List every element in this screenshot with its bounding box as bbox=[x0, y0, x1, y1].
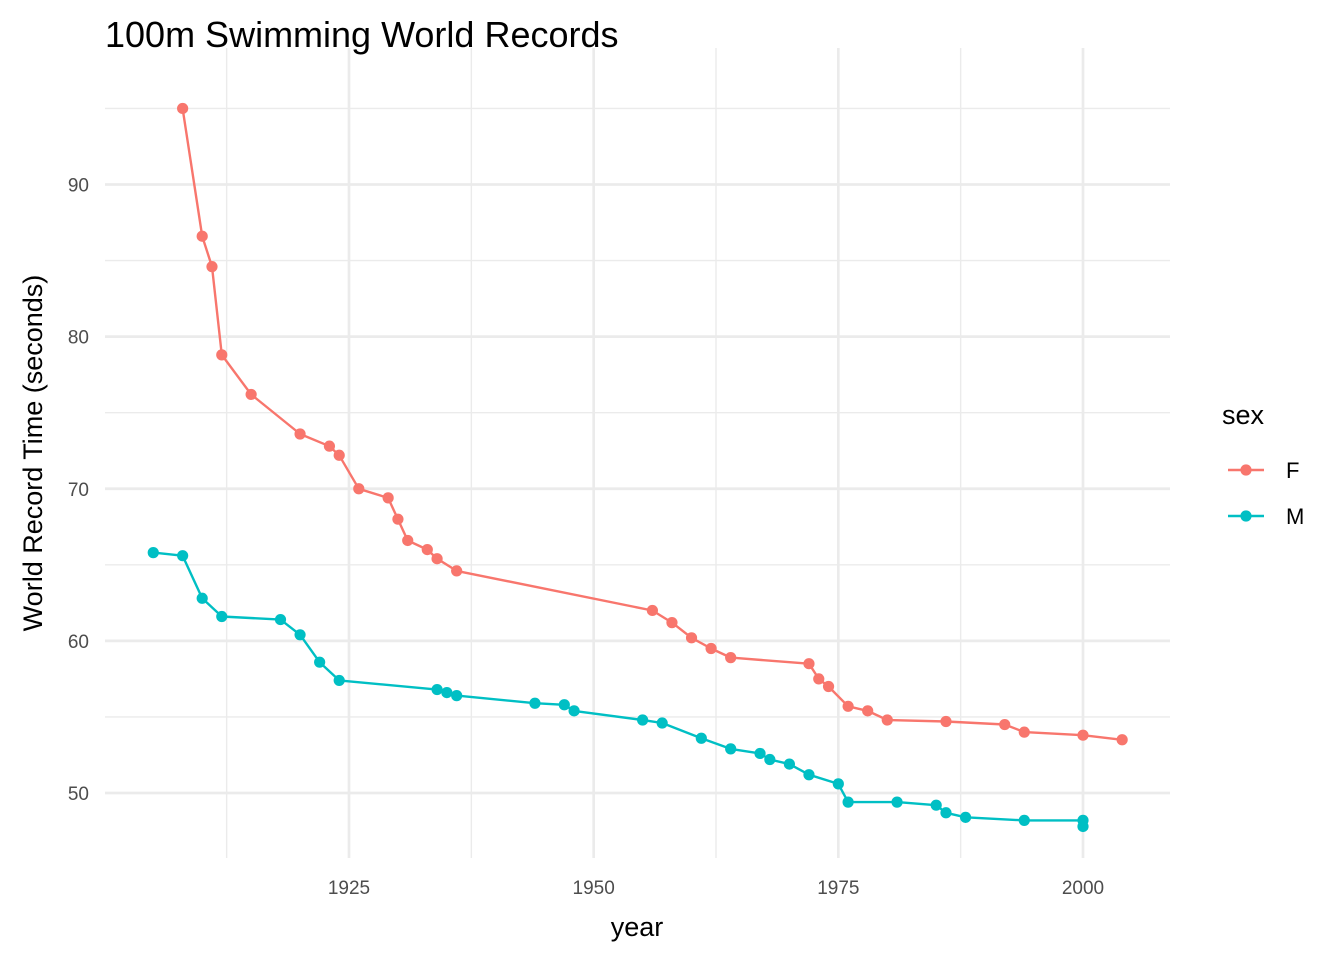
data-point-M bbox=[656, 717, 668, 729]
legend: sex FM bbox=[1222, 400, 1304, 529]
data-point-F bbox=[392, 513, 404, 525]
data-point-F bbox=[431, 553, 443, 565]
data-point-M bbox=[177, 550, 189, 562]
data-point-F bbox=[1018, 726, 1030, 738]
data-point-F bbox=[999, 718, 1011, 731]
data-point-M bbox=[764, 753, 776, 766]
legend-key-point bbox=[1240, 510, 1252, 522]
data-point-F bbox=[822, 680, 835, 693]
data-point-F bbox=[294, 428, 306, 440]
x-tick-label: 1925 bbox=[328, 878, 370, 899]
major-gridlines bbox=[105, 48, 1170, 858]
series-layer bbox=[147, 102, 1128, 833]
y-axis-title: World Record Time (seconds) bbox=[18, 275, 48, 632]
x-axis-ticks: 1925 1950 1975 2000 bbox=[328, 878, 1104, 899]
data-point-F bbox=[245, 388, 257, 401]
data-point-F bbox=[842, 700, 854, 712]
data-point-M bbox=[803, 769, 815, 781]
legend-label: F bbox=[1286, 458, 1299, 483]
data-point-M bbox=[451, 690, 463, 702]
chart-title: 100m Swimming World Records bbox=[105, 14, 619, 55]
data-point-F bbox=[813, 673, 825, 685]
data-point-F bbox=[1116, 734, 1128, 746]
data-point-F bbox=[881, 714, 893, 726]
data-point-F bbox=[451, 565, 463, 577]
data-point-F bbox=[333, 449, 345, 461]
data-point-M bbox=[842, 796, 854, 808]
data-point-M bbox=[294, 629, 306, 641]
x-tick-label: 1950 bbox=[573, 878, 615, 899]
data-point-M bbox=[930, 799, 942, 811]
data-point-F bbox=[666, 617, 678, 629]
data-point-M bbox=[832, 778, 844, 790]
y-tick-label: 50 bbox=[68, 784, 89, 805]
data-point-F bbox=[382, 492, 394, 504]
data-point-F bbox=[353, 483, 365, 495]
x-tick-label: 2000 bbox=[1062, 878, 1104, 899]
series-F bbox=[177, 102, 1128, 746]
y-tick-label: 70 bbox=[68, 480, 89, 501]
data-point-F bbox=[940, 715, 952, 728]
legend-title: sex bbox=[1222, 400, 1265, 430]
data-point-F bbox=[725, 652, 737, 664]
data-point-F bbox=[177, 102, 189, 115]
data-point-M bbox=[431, 683, 443, 696]
series-line-M bbox=[153, 551, 1085, 827]
data-point-M bbox=[725, 743, 737, 755]
data-point-M bbox=[314, 656, 326, 668]
data-point-M bbox=[529, 697, 541, 709]
data-point-M bbox=[959, 811, 972, 823]
data-point-F bbox=[803, 658, 815, 670]
data-point-M bbox=[783, 758, 796, 770]
data-point-F bbox=[646, 604, 658, 617]
data-point-F bbox=[196, 230, 208, 242]
data-point-M bbox=[196, 592, 208, 604]
data-point-M bbox=[333, 674, 345, 687]
series-line-F bbox=[181, 108, 1123, 741]
y-tick-label: 90 bbox=[68, 176, 89, 197]
data-point-F bbox=[862, 705, 874, 717]
data-point-M bbox=[568, 705, 580, 717]
legend-key-point bbox=[1240, 464, 1252, 476]
data-point-M bbox=[695, 732, 707, 744]
series-M bbox=[147, 547, 1089, 833]
data-point-F bbox=[323, 440, 336, 452]
data-point-M bbox=[441, 686, 453, 699]
x-tick-label: 1975 bbox=[817, 878, 859, 899]
minor-gridlines bbox=[105, 48, 1170, 858]
data-point-M bbox=[147, 547, 159, 559]
data-point-M bbox=[1077, 820, 1089, 833]
data-point-M bbox=[754, 747, 766, 760]
data-point-F bbox=[1077, 729, 1089, 741]
data-point-M bbox=[940, 807, 952, 819]
legend-entries: FM bbox=[1228, 458, 1304, 529]
data-point-F bbox=[421, 544, 433, 556]
legend-entry-F: F bbox=[1228, 458, 1299, 483]
data-point-F bbox=[705, 642, 717, 655]
data-point-F bbox=[685, 632, 698, 644]
data-point-F bbox=[216, 349, 228, 361]
y-tick-label: 80 bbox=[68, 328, 89, 349]
data-point-M bbox=[216, 610, 228, 623]
data-point-M bbox=[891, 796, 903, 808]
data-point-M bbox=[274, 613, 287, 626]
data-point-M bbox=[558, 699, 570, 711]
y-tick-label: 60 bbox=[68, 632, 89, 653]
legend-entry-M: M bbox=[1228, 504, 1304, 529]
y-axis-ticks: 50 60 70 80 90 bbox=[68, 176, 89, 806]
data-point-F bbox=[402, 534, 414, 547]
data-point-F bbox=[206, 261, 218, 273]
data-point-M bbox=[637, 714, 649, 726]
legend-label: M bbox=[1286, 504, 1304, 529]
x-axis-title: year bbox=[611, 912, 664, 942]
data-point-M bbox=[1018, 814, 1030, 826]
